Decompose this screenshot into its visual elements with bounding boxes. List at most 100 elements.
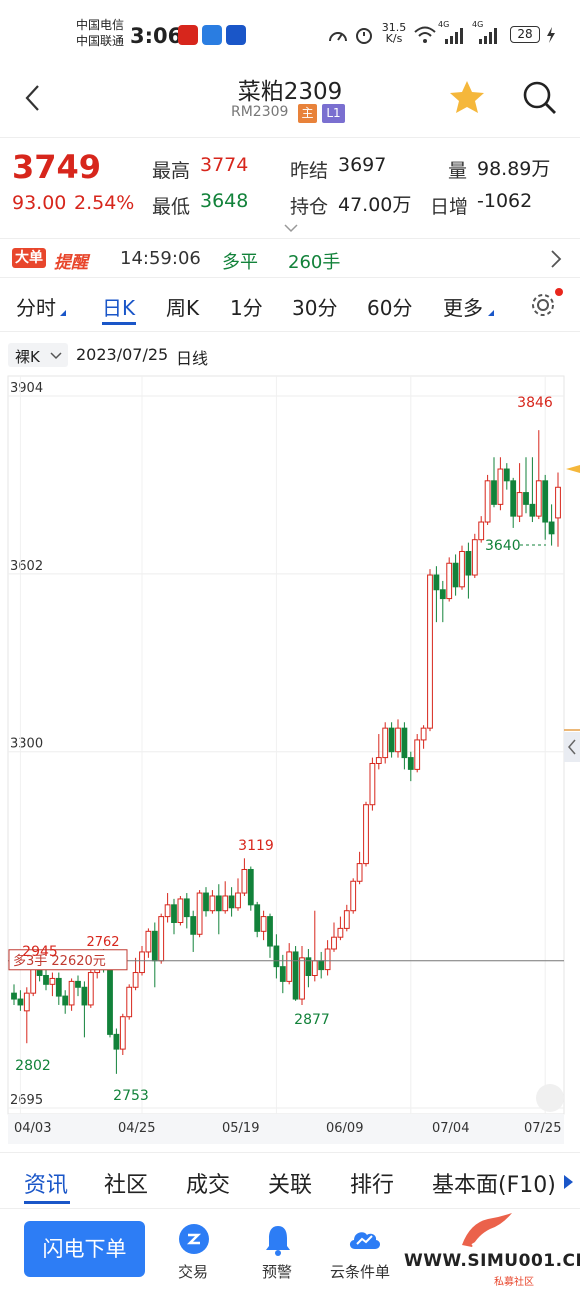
cloud-order-button[interactable]: 云条件单 [326, 1221, 402, 1287]
candle [113, 1033, 120, 1050]
candle [183, 898, 190, 918]
low-annotation: 2877 [294, 1012, 330, 1028]
alert-time: 14:59:06 [120, 248, 201, 269]
last-price-marker [566, 465, 580, 473]
candle [497, 468, 504, 505]
price-change: 93.00 [12, 192, 67, 214]
candle [465, 550, 472, 576]
candle [516, 492, 523, 517]
tab-ranking[interactable]: 排行 [350, 1173, 395, 1198]
candle [484, 480, 491, 523]
kline-mode-select[interactable]: 裸K [8, 343, 68, 367]
candle [478, 521, 485, 541]
contract-code: RM2309 [231, 104, 289, 120]
candle [279, 966, 286, 982]
tab-weekly-k[interactable]: 周K [166, 296, 200, 320]
gear-icon[interactable] [530, 292, 556, 318]
candle [395, 727, 401, 753]
candle [459, 550, 465, 588]
tab-underline [102, 322, 136, 325]
quick-order-button[interactable]: 闪电下单 [24, 1221, 145, 1277]
low-annotation: 2802 [15, 1058, 51, 1074]
chevron-right-icon[interactable] [550, 249, 562, 269]
candle [350, 880, 357, 912]
page-title: 菜粕2309 [237, 79, 343, 105]
big-order-alert[interactable]: 大单 提醒 14:59:06 多平 260手 [0, 238, 580, 278]
candle [427, 574, 433, 729]
tab-intraday[interactable]: 分时 [16, 296, 56, 320]
candle [407, 757, 414, 770]
tab-related[interactable]: 关联 [268, 1173, 313, 1198]
tab-trades[interactable]: 成交 [186, 1173, 231, 1198]
candle [158, 916, 165, 962]
candle [177, 898, 184, 923]
watermark-text: WWW.SIMU001.CN [404, 1251, 580, 1271]
kline-chart-svg: 3904 3602 3300 2695 04/03 04/25 05/19 06/09 07/0… [7, 375, 580, 1144]
alarm-icon [356, 28, 372, 44]
app-notification-icon [178, 25, 198, 45]
candle [241, 868, 248, 894]
chevron-left-icon[interactable] [24, 84, 42, 112]
tab-fundamentals[interactable]: 基本面(F10) [432, 1173, 556, 1198]
carrier-1: 中国电信 [76, 18, 125, 32]
tab-news[interactable]: 资讯 [24, 1173, 69, 1198]
candle [126, 986, 133, 1018]
kline-chart[interactable]: 3904 3602 3300 2695 04/03 04/25 05/19 06/09 07/0… [0, 374, 580, 1144]
x-tick-label: 07/04 [432, 1121, 469, 1136]
candle [68, 980, 75, 1006]
tab-30min[interactable]: 30分 [292, 296, 338, 320]
candle [433, 574, 440, 591]
candle [62, 995, 69, 1006]
support-annotation: 3640 [485, 538, 521, 554]
dropdown-indicator [60, 310, 66, 316]
candle [247, 868, 254, 906]
network-type-1: 4G [438, 20, 450, 29]
carrier-2: 中国联通 [76, 34, 125, 48]
tab-1min[interactable]: 1分 [230, 296, 263, 320]
candle [452, 562, 459, 588]
candle [439, 589, 446, 600]
tab-daily-k[interactable]: 日K [102, 296, 136, 320]
speedometer-icon [329, 32, 347, 42]
candle [375, 757, 382, 764]
scroll-right-icon[interactable] [562, 1173, 574, 1191]
candle [286, 951, 293, 982]
candle [548, 521, 555, 535]
y-tick-label: 2695 [10, 1093, 43, 1108]
candle [151, 930, 158, 962]
candle [446, 562, 453, 600]
low-annotation: 2753 [113, 1088, 149, 1104]
tab-more[interactable]: 更多 [443, 296, 483, 320]
weather-icon [202, 25, 222, 45]
chart-period: 日线 [176, 349, 209, 368]
watermark-logo-icon [462, 1213, 512, 1247]
candle [401, 727, 408, 759]
prev-settle-label: 昨结 [290, 160, 329, 182]
daily-change-label: 日增 [430, 196, 469, 218]
candle [414, 739, 421, 770]
info-tabs: 资讯 社区 成交 关联 排行 基本面(F10) [0, 1152, 580, 1208]
candle [55, 977, 62, 997]
trade-button[interactable]: 交易 [165, 1221, 225, 1287]
alert-badge: 大单 [12, 248, 46, 268]
candle [11, 992, 17, 1000]
watermark-subtext: 私募社区 [494, 1277, 534, 1288]
candle [555, 486, 561, 519]
alert-button[interactable]: 预警 [248, 1221, 308, 1287]
candle [43, 974, 49, 985]
chevron-down-icon[interactable] [284, 224, 298, 233]
peak-annotation: 3119 [238, 838, 274, 854]
candle [331, 936, 337, 950]
y-tick-label: 3300 [10, 737, 43, 752]
expand-icon [536, 1084, 564, 1112]
daily-change-value: -1062 [477, 190, 533, 212]
low-value: 3648 [200, 190, 249, 212]
tab-community[interactable]: 社区 [104, 1173, 149, 1198]
volume-value: 98.89万 [477, 158, 551, 180]
price-annotation: 2762 [86, 935, 119, 950]
tab-60min[interactable]: 60分 [367, 296, 413, 320]
star-icon[interactable] [449, 80, 485, 114]
candle [523, 492, 529, 505]
candle [491, 480, 497, 505]
search-icon[interactable] [522, 80, 558, 116]
